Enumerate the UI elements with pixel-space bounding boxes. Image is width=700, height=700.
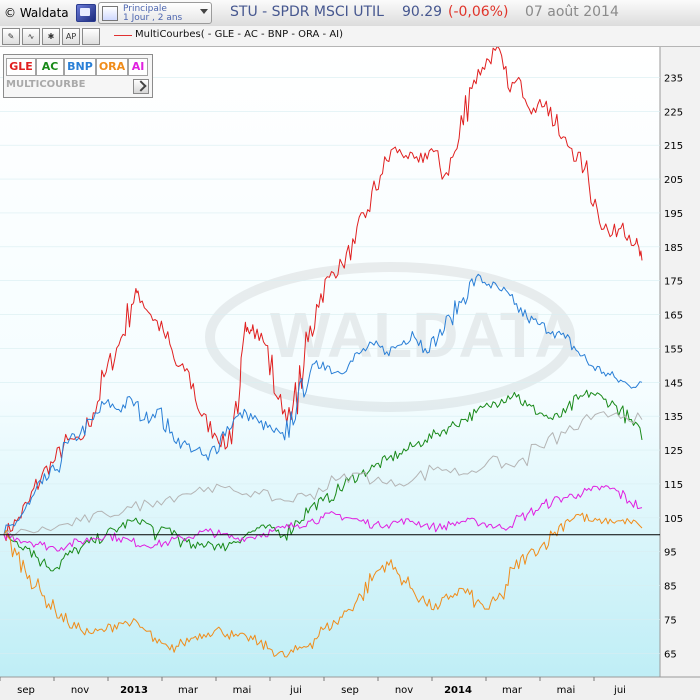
settings-button[interactable] bbox=[133, 79, 149, 94]
x-tick-label: jui bbox=[613, 685, 626, 696]
symbol-gle-button[interactable]: GLE bbox=[6, 58, 36, 76]
y-tick-label: 125 bbox=[664, 446, 683, 457]
series-line-gle bbox=[3, 47, 643, 542]
y-tick-label: 65 bbox=[664, 649, 677, 660]
chart-toolbar: ✎ ∿ ✱ AP MultiCourbes( - GLE - AC - BNP … bbox=[0, 26, 700, 47]
y-tick-label: 185 bbox=[664, 243, 683, 254]
symbol-ai-button[interactable]: AI bbox=[128, 58, 148, 76]
price-chart: WALDATA 65 75 85 95 105 115 125 135 145 155 165 175… bbox=[0, 47, 700, 700]
x-tick-label: mai bbox=[557, 685, 576, 696]
y-tick-label: 135 bbox=[664, 412, 683, 423]
instrument-price: 90.29 bbox=[402, 4, 443, 20]
y-tick-label: 205 bbox=[664, 175, 683, 186]
indicator-icon[interactable]: AP bbox=[62, 28, 80, 45]
x-tick-label: mai bbox=[233, 685, 252, 696]
price-change: (-0,06%) bbox=[448, 4, 509, 20]
wrench-icon[interactable]: ✎ bbox=[2, 28, 20, 45]
series-line-ac bbox=[3, 389, 643, 572]
period-selector[interactable]: Principale 1 Jour , 2 ans bbox=[98, 2, 212, 24]
y-tick-label: 175 bbox=[664, 277, 683, 288]
x-tick-label: jui bbox=[289, 685, 302, 696]
calendar-icon bbox=[102, 6, 118, 21]
y-tick-label: 235 bbox=[664, 73, 683, 84]
draw-icon[interactable]: ✱ bbox=[42, 28, 60, 45]
instrument-name: STU - SPDR MSCI UTIL bbox=[230, 4, 384, 20]
series-line-ora bbox=[3, 512, 643, 658]
x-tick-label: mar bbox=[178, 685, 199, 696]
x-tick-label: 2013 bbox=[120, 685, 148, 696]
legend-text: MultiCourbes( - GLE - AC - BNP - ORA - A… bbox=[135, 29, 344, 40]
y-tick-label: 145 bbox=[664, 378, 683, 389]
svg-text:WALDATA: WALDATA bbox=[270, 299, 580, 371]
symbol-ac-button[interactable]: AC bbox=[36, 58, 64, 76]
y-tick-label: 165 bbox=[664, 311, 683, 322]
x-tick-label: mar bbox=[502, 685, 523, 696]
series-line-bnp bbox=[3, 273, 643, 535]
panel-label: MULTICOURBE bbox=[6, 79, 86, 90]
book-icon[interactable] bbox=[76, 4, 96, 22]
legend-line bbox=[114, 35, 132, 36]
x-tick-label: 2014 bbox=[444, 685, 472, 696]
chevron-down-icon bbox=[200, 9, 208, 14]
series-line-reference bbox=[3, 411, 643, 538]
y-tick-label: 115 bbox=[664, 480, 683, 491]
y-tick-label: 75 bbox=[664, 615, 677, 626]
y-tick-label: 105 bbox=[664, 514, 683, 525]
x-tick-label: sep bbox=[341, 685, 359, 696]
y-tick-label: 225 bbox=[664, 107, 683, 118]
blank-icon[interactable] bbox=[82, 28, 100, 45]
x-tick-label: sep bbox=[17, 685, 35, 696]
app-logo: © Waldata bbox=[4, 6, 69, 20]
period-name: Principale bbox=[123, 4, 167, 14]
quote-date: 07 août 2014 bbox=[525, 4, 619, 20]
period-range: 1 Jour , 2 ans bbox=[123, 13, 183, 23]
y-tick-label: 215 bbox=[664, 141, 683, 152]
y-tick-label: 195 bbox=[664, 209, 683, 220]
symbol-ora-button[interactable]: ORA bbox=[96, 58, 128, 76]
x-tick-label: nov bbox=[71, 685, 89, 696]
title-bar: © Waldata Principale 1 Jour , 2 ans STU … bbox=[0, 0, 700, 27]
y-tick-label: 85 bbox=[664, 582, 677, 593]
symbol-bnp-button[interactable]: BNP bbox=[64, 58, 96, 76]
y-tick-label: 155 bbox=[664, 344, 683, 355]
chart-icon[interactable]: ∿ bbox=[22, 28, 40, 45]
x-tick-label: nov bbox=[395, 685, 413, 696]
multicourbe-panel: GLE AC BNP ORA AI MULTICOURBE bbox=[3, 54, 153, 98]
y-tick-label: 95 bbox=[664, 548, 677, 559]
